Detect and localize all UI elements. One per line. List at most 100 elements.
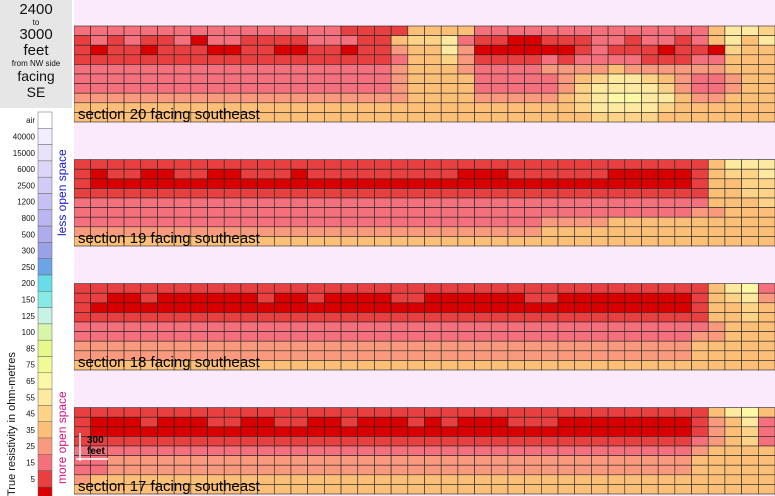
heatmap-cell	[524, 426, 542, 437]
heatmap-cell	[290, 321, 308, 332]
heatmap-cell	[758, 102, 775, 113]
heatmap-cell	[541, 188, 559, 199]
heatmap-cell	[240, 321, 258, 332]
heatmap-cell	[541, 484, 559, 495]
heatmap-cell	[424, 92, 442, 104]
heatmap-cell	[524, 178, 542, 189]
heatmap-cell	[324, 25, 342, 36]
heatmap-cell	[641, 226, 659, 237]
heatmap-cell	[340, 73, 359, 84]
heatmap-cell	[641, 102, 659, 113]
heatmap-cell	[724, 455, 742, 466]
heatmap-cell	[324, 216, 342, 228]
heatmap-cell	[90, 283, 108, 294]
heatmap-cell	[624, 302, 642, 313]
heatmap-cell	[524, 321, 542, 332]
heatmap-cell	[157, 283, 175, 294]
heatmap-cell	[157, 44, 175, 56]
heatmap-cell	[307, 331, 325, 342]
heatmap-cell	[641, 321, 659, 332]
heatmap-cell	[724, 426, 742, 437]
heatmap-cell	[624, 168, 642, 180]
heatmap-cell	[324, 464, 342, 476]
heatmap-cell	[90, 216, 108, 228]
heatmap-cell	[541, 83, 559, 94]
heatmap-cell	[223, 340, 242, 352]
heatmap-cell	[140, 283, 158, 294]
heatmap-cell	[641, 54, 659, 65]
heatmap-cell	[240, 197, 258, 208]
heatmap-cell	[507, 360, 525, 371]
heatmap-cell	[324, 92, 342, 104]
heatmap-cell	[157, 331, 175, 342]
heatmap-cell	[107, 188, 125, 199]
heatmap-cell	[123, 340, 142, 352]
heatmap-cell	[157, 64, 175, 75]
heatmap-cell	[524, 159, 542, 170]
heatmap-cell	[257, 197, 275, 208]
heatmap-cell	[357, 73, 375, 84]
heatmap-cell	[591, 207, 609, 218]
heatmap-cell	[207, 445, 225, 456]
heatmap-cell	[374, 188, 392, 199]
heatmap-cell	[440, 226, 459, 237]
heatmap-cell	[657, 102, 676, 113]
heatmap-cell	[357, 159, 375, 170]
heatmap-cell	[607, 484, 626, 495]
heatmap-cell	[257, 188, 275, 199]
heatmap-cell	[440, 407, 459, 418]
heatmap-cell	[474, 44, 492, 56]
heatmap-cell	[190, 455, 208, 466]
heatmap-cell	[457, 44, 475, 56]
heatmap-cell	[641, 455, 659, 466]
heatmap-cell	[674, 188, 692, 199]
heatmap-cell	[457, 25, 475, 36]
heatmap-cell	[624, 178, 642, 189]
heatmap-cell	[457, 474, 475, 485]
heatmap-cell	[574, 416, 592, 428]
heatmap-cell	[607, 350, 626, 361]
heatmap-cell	[307, 340, 325, 352]
heatmap-cell	[490, 436, 509, 447]
heatmap-cell	[223, 464, 242, 476]
heatmap-cell	[724, 226, 742, 237]
heatmap-cell	[741, 302, 759, 313]
heatmap-cell	[424, 216, 442, 228]
heatmap-cell	[641, 445, 659, 456]
heatmap-cell	[741, 54, 759, 65]
heatmap-cell	[524, 35, 542, 46]
heatmap-cell	[507, 292, 525, 304]
heatmap-cell	[574, 102, 592, 113]
heatmap-cell	[457, 340, 475, 352]
heatmap-cell	[240, 445, 258, 456]
heatmap-cell	[707, 312, 726, 323]
heatmap-cell	[74, 188, 91, 199]
heatmap-cell	[390, 159, 409, 170]
section-17-label: section 17 facing southeast	[78, 478, 261, 495]
heatmap-cell	[257, 73, 275, 84]
heatmap-cell	[741, 312, 759, 323]
heatmap-cell	[140, 73, 158, 84]
heatmap-cell	[307, 35, 325, 46]
heatmap-cell	[107, 340, 125, 352]
heatmap-cell	[557, 445, 576, 456]
heatmap-cell	[207, 168, 225, 180]
heatmap-cell	[691, 484, 709, 495]
heatmap-cell	[741, 464, 759, 476]
heatmap-cell	[657, 407, 676, 418]
heatmap-cell	[591, 455, 609, 466]
legend-tick-label: 45	[26, 410, 35, 419]
heatmap-cell	[524, 292, 542, 304]
heatmap-cell	[607, 226, 626, 237]
heatmap-cell	[758, 484, 775, 495]
heatmap-cell	[123, 159, 142, 170]
heatmap-cell	[407, 64, 425, 75]
heatmap-cell	[691, 350, 709, 361]
heatmap-cell	[607, 436, 626, 447]
title-line-to: to	[32, 18, 40, 27]
heatmap-cell	[240, 416, 258, 428]
heatmap-cell	[273, 197, 292, 208]
heatmap-cell	[657, 416, 676, 428]
heatmap-cell	[324, 436, 342, 447]
heatmap-cell	[607, 331, 626, 342]
